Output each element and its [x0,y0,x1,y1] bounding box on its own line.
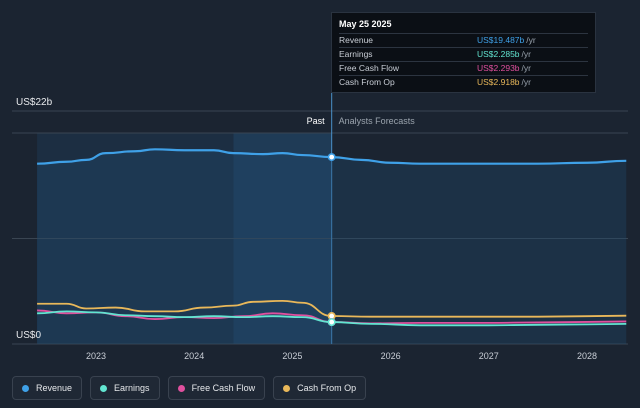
legend-item-cash-from-op[interactable]: Cash From Op [273,376,367,400]
legend-label: Earnings [114,383,150,393]
earnings-line [37,310,627,327]
tooltip: May 25 2025 Revenue US$19.487b/yr Earnings… [331,12,596,93]
tooltip-row: Free Cash Flow US$2.293b/yr [339,61,588,75]
legend-item-earnings[interactable]: Earnings [90,376,160,400]
y-axis-bottom-label: US$0 [16,330,42,341]
x-tick-label: 2023 [86,351,106,361]
x-tick-label: 2027 [479,351,499,361]
x-tick-label: 2024 [184,351,204,361]
revenue-line [37,148,627,165]
revenue-marker [327,153,336,162]
y-axis-top-label: US$22b [16,97,53,108]
legend-dot-icon [177,384,185,392]
tooltip-row-unit: /yr [521,63,531,73]
x-tick-label: 2025 [282,351,302,361]
tooltip-date: May 25 2025 [339,19,392,29]
tooltip-row-unit: /yr [526,35,536,45]
legend-dot-icon [283,384,291,392]
tooltip-row-value: US$19.487b [477,35,525,45]
tooltip-row-value: US$2.285b [477,49,520,59]
x-tick-label: 2026 [381,351,401,361]
tooltip-row-value: US$2.918b [477,77,520,87]
tooltip-row: Cash From Op US$2.918b/yr [339,75,588,89]
revenue-area [37,149,627,344]
legend-label: Revenue [36,383,73,393]
legend-label: Cash From Op [297,383,357,393]
tooltip-row-name: Free Cash Flow [339,63,399,73]
tooltip-row-value: US$2.293b [477,63,520,73]
tooltip-row-unit: /yr [521,77,531,87]
legend: Revenue Earnings Free Cash Flow Cash From O… [12,376,367,400]
legend-label: Free Cash Flow [191,383,256,393]
tooltip-row: Revenue US$19.487b/yr [339,33,588,47]
legend-item-revenue[interactable]: Revenue [12,376,83,400]
forecast-label: Analysts Forecasts [339,116,416,126]
legend-item-free-cash-flow[interactable]: Free Cash Flow [167,376,266,400]
tooltip-row-name: Cash From Op [339,77,395,87]
tooltip-row: Earnings US$2.285b/yr [339,47,588,61]
cash-from-op-line [37,299,627,318]
tooltip-row-unit: /yr [521,49,531,59]
legend-dot-icon [22,384,29,392]
tooltip-row-name: Revenue [339,35,374,45]
earnings-marker [327,318,336,327]
x-tick-label: 2028 [577,351,597,361]
past-label: Past [307,116,326,126]
tooltip-row-name: Earnings [339,49,373,59]
legend-dot-icon [100,384,108,392]
